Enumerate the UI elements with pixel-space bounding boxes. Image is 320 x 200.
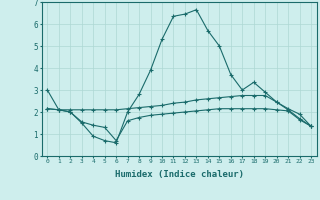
X-axis label: Humidex (Indice chaleur): Humidex (Indice chaleur) [115,170,244,179]
